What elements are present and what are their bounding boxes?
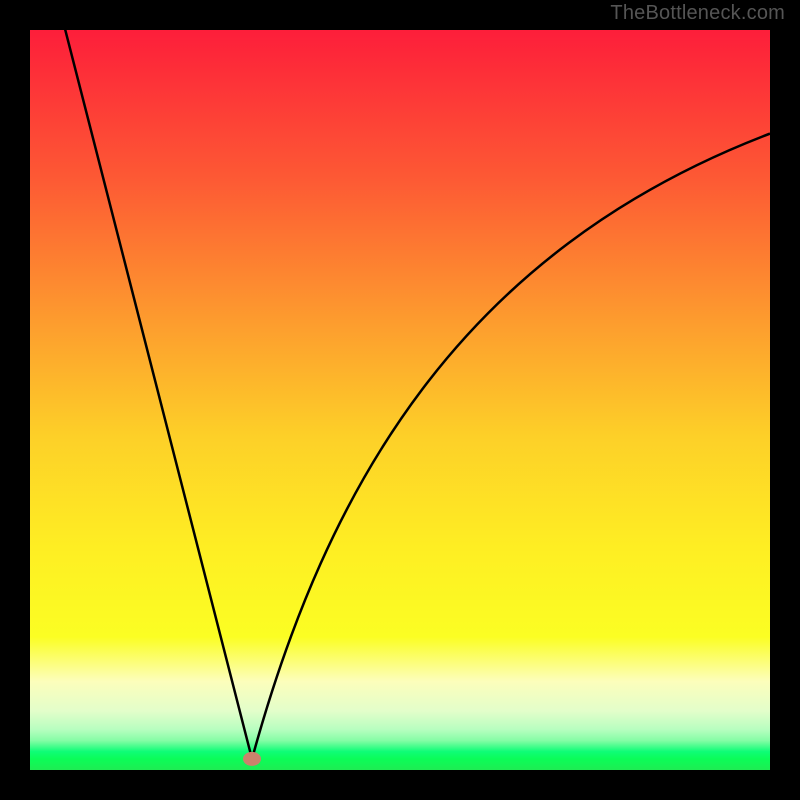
bottleneck-chart — [0, 0, 800, 800]
plot-background — [30, 30, 770, 770]
minimum-marker — [243, 752, 261, 766]
watermark-text: TheBottleneck.com — [610, 2, 785, 25]
